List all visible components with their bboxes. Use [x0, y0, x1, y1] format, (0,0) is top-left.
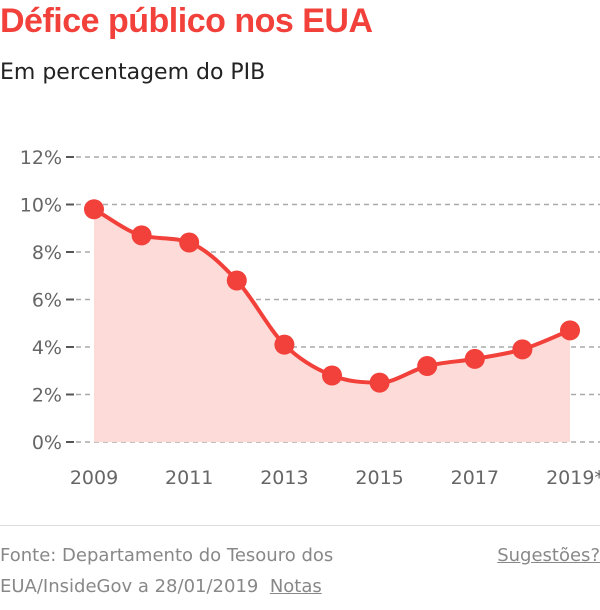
y-tick-label: 6%	[32, 290, 62, 312]
y-tick-label: 8%	[32, 242, 62, 264]
data-point	[84, 199, 104, 220]
data-point	[369, 372, 390, 393]
x-tick-label: 2019*	[546, 467, 600, 489]
y-tick-label: 12%	[20, 147, 62, 169]
notes-link[interactable]: Notas	[269, 576, 322, 597]
x-tick-label: 2009	[70, 467, 118, 489]
data-point	[560, 320, 580, 341]
data-point	[512, 339, 533, 360]
source-text: Fonte: Departamento do Tesouro dos EUA/I…	[0, 545, 334, 597]
x-tick-label: 2017	[451, 467, 499, 489]
x-tick-label: 2015	[355, 467, 403, 489]
x-tick-label: 2013	[260, 467, 308, 489]
data-point	[274, 334, 295, 355]
y-tick-label: 4%	[32, 337, 62, 359]
suggestions-link[interactable]: Sugestões?	[497, 545, 600, 566]
source-note: Fonte: Departamento do Tesouro dos EUA/I…	[0, 540, 420, 602]
y-tick-label: 10%	[20, 195, 62, 217]
x-tick-label: 2011	[165, 467, 213, 489]
chart-subtitle: Em percentagem do PIB	[0, 60, 266, 85]
data-point	[322, 365, 342, 386]
data-point	[131, 225, 152, 246]
chart-title: Défice público nos EUA	[0, 2, 373, 40]
divider	[0, 525, 600, 526]
chart: 0% 2% 4% 6% 8% 10% 12% 2009 2011 2013 2015 2017 2019…	[20, 147, 600, 489]
y-tick-label: 2%	[32, 385, 62, 407]
data-point	[417, 356, 438, 376]
y-tick-label: 0%	[32, 432, 62, 454]
data-point	[226, 270, 247, 291]
area-fill	[94, 209, 570, 442]
data-point	[179, 232, 200, 253]
data-point	[464, 348, 485, 369]
